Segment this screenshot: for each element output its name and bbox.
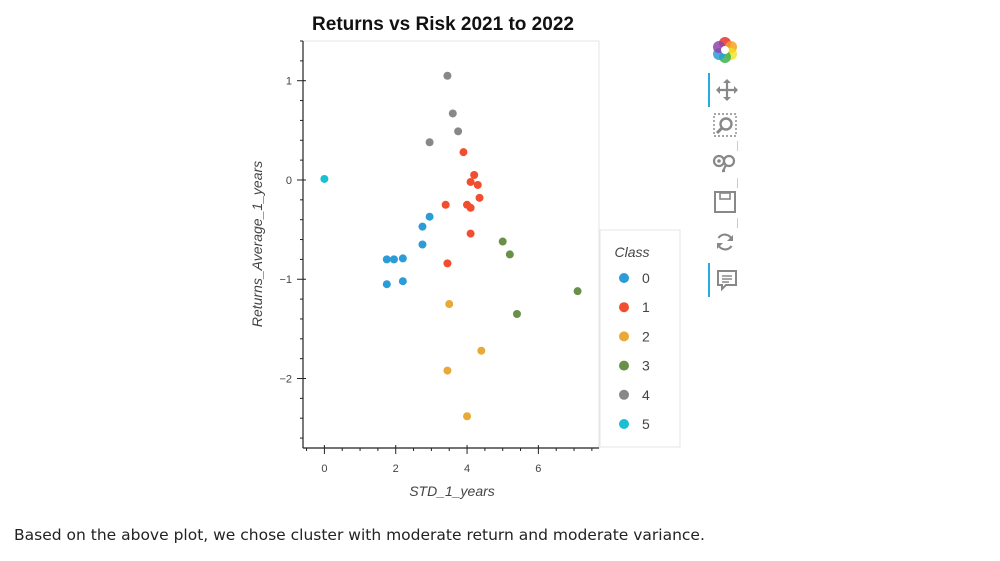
data-point-class-1 xyxy=(466,229,475,238)
x-tick-label: 0 xyxy=(321,463,327,475)
legend-marker xyxy=(619,331,629,342)
chart-title: Returns vs Risk 2021 to 2022 xyxy=(312,14,574,35)
legend-marker xyxy=(619,419,629,429)
scatter-chart: Returns vs Risk 2021 to 2022 0 2 4 610−1−2 … xyxy=(249,14,681,499)
data-point-class-1 xyxy=(466,177,475,186)
data-point-class-1 xyxy=(475,193,484,202)
data-point-class-4 xyxy=(425,138,434,147)
legend-label: 0 xyxy=(642,270,650,286)
plot-toolbar xyxy=(702,37,746,307)
x-axis-label: STD_1_years xyxy=(409,483,495,499)
legend-label: 1 xyxy=(642,299,650,315)
legend-title: Class xyxy=(614,244,649,260)
y-tick-label: 0 xyxy=(286,175,292,187)
box-zoom-tool-icon[interactable] xyxy=(708,108,742,142)
data-point-class-3 xyxy=(573,287,582,296)
data-point-class-2 xyxy=(443,366,452,375)
data-point-class-3 xyxy=(498,237,507,246)
data-point-class-2 xyxy=(445,300,454,309)
data-point-class-5 xyxy=(320,174,329,183)
data-point-class-4 xyxy=(454,127,463,136)
y-tick-label: −1 xyxy=(279,274,292,286)
legend-label: 5 xyxy=(642,416,650,432)
pan-tool-icon[interactable] xyxy=(708,73,744,107)
data-point-class-0 xyxy=(389,255,398,264)
data-point-class-0 xyxy=(398,277,407,286)
axes: 0 2 4 6 1 0 −1 −2 xyxy=(279,40,599,475)
legend-marker xyxy=(619,360,629,371)
data-point-class-0 xyxy=(382,280,391,289)
data-point-class-1 xyxy=(473,180,482,189)
data-point-class-2 xyxy=(463,412,472,421)
data-point-class-4 xyxy=(443,71,452,80)
y-tick-label: −2 xyxy=(279,374,292,386)
data-point-class-1 xyxy=(443,259,452,268)
y-tick-label: 1 xyxy=(286,76,292,88)
toolbar-separator xyxy=(737,178,738,188)
legend[interactable]: Class 0 1 2 3 4 5 xyxy=(614,244,650,432)
toolbar-separator xyxy=(737,141,738,151)
x-tick-label: 4 xyxy=(464,463,470,475)
hover-tool-icon[interactable] xyxy=(708,263,744,297)
y-axis-label: Returns_Average_1_years xyxy=(249,161,265,327)
legend-marker xyxy=(619,389,629,400)
toolbar-separator xyxy=(737,218,738,228)
save-tool-icon[interactable] xyxy=(708,185,742,219)
x-tick-label: 6 xyxy=(535,463,541,475)
data-point-class-1 xyxy=(466,203,475,212)
legend-label: 4 xyxy=(642,387,650,403)
data-point-class-0 xyxy=(398,254,407,263)
data-point-class-3 xyxy=(505,250,514,259)
data-point-class-0 xyxy=(418,240,427,249)
caption-text: Based on the above plot, we chose cluste… xyxy=(14,526,705,544)
legend-box xyxy=(599,229,681,448)
data-point-class-2 xyxy=(477,346,486,355)
data-point-class-1 xyxy=(459,148,468,157)
data-point-class-0 xyxy=(425,212,434,221)
data-point-class-1 xyxy=(470,171,479,180)
wheel-zoom-tool-icon[interactable] xyxy=(708,146,742,180)
data-point-class-3 xyxy=(512,309,521,318)
data-point-class-0 xyxy=(418,222,427,231)
data-point-class-0 xyxy=(382,255,391,264)
bokeh-logo-icon xyxy=(708,33,742,67)
legend-label: 2 xyxy=(642,328,650,344)
x-tick-label: 2 xyxy=(393,463,399,475)
plot-frame xyxy=(302,40,600,449)
data-point-class-4 xyxy=(448,109,457,118)
legend-label: 3 xyxy=(642,358,650,374)
legend-marker xyxy=(619,273,629,283)
reset-tool-icon[interactable] xyxy=(708,225,742,259)
data-points xyxy=(320,71,582,421)
data-point-class-1 xyxy=(441,200,450,209)
legend-marker xyxy=(619,302,629,313)
